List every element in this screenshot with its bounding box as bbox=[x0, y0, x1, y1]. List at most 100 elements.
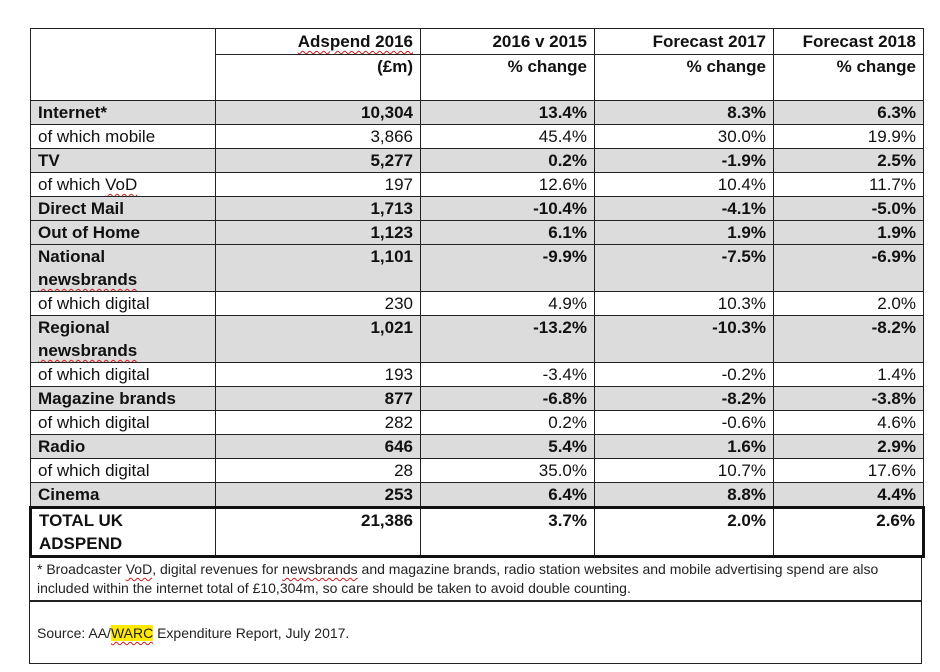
cell-adspend: 197 bbox=[215, 172, 421, 197]
total-label: TOTAL UK ADSPEND bbox=[29, 506, 216, 558]
header-unit-gbp-m: (£m) bbox=[215, 54, 421, 101]
table-row-out-of-home: Out of Home 1,123 6.1% 1.9% 1.9% bbox=[30, 220, 924, 245]
cell-2018-forecast: 17.6% bbox=[773, 458, 924, 483]
cell-2018-forecast: 4.6% bbox=[773, 410, 924, 435]
cell-2018-forecast: 4.4% bbox=[773, 482, 924, 508]
row-label: TV bbox=[30, 148, 216, 173]
header-forecast-2018: Forecast 2018 bbox=[773, 28, 924, 55]
table-row-radio: Radio 646 5.4% 1.6% 2.9% bbox=[30, 434, 924, 459]
cell-2017-forecast: -4.1% bbox=[594, 196, 774, 221]
row-label: Cinema bbox=[30, 482, 216, 508]
cell-2017-forecast: -7.5% bbox=[594, 244, 774, 292]
total-2018-forecast: 2.6% bbox=[773, 506, 925, 558]
cell-adspend: 28 bbox=[215, 458, 421, 483]
cell-2018-forecast: 1.9% bbox=[773, 220, 924, 245]
cell-2017-forecast: -0.6% bbox=[594, 410, 774, 435]
cell-2018-forecast: 6.3% bbox=[773, 100, 924, 125]
cell-2018-forecast: -8.2% bbox=[773, 315, 924, 363]
cell-2016-change: -13.2% bbox=[420, 315, 595, 363]
cell-adspend: 646 bbox=[215, 434, 421, 459]
cell-2018-forecast: -3.8% bbox=[773, 386, 924, 411]
cell-2016-change: 6.1% bbox=[420, 220, 595, 245]
header-row-2: (£m) % change % change % change bbox=[31, 54, 924, 101]
table-row-internet: Internet* 10,304 13.4% 8.3% 6.3% bbox=[30, 100, 924, 125]
cell-2016-change: 13.4% bbox=[420, 100, 595, 125]
cell-adspend: 1,123 bbox=[215, 220, 421, 245]
row-label: of which VoD bbox=[30, 172, 216, 197]
header-forecast-2017: Forecast 2017 bbox=[594, 28, 774, 55]
cell-2017-forecast: -1.9% bbox=[594, 148, 774, 173]
cell-adspend: 877 bbox=[215, 386, 421, 411]
total-adspend: 21,386 bbox=[215, 506, 421, 558]
table-row-magazine-brands: Magazine brands 877 -6.8% -8.2% -3.8% bbox=[30, 386, 924, 411]
cell-2017-forecast: 30.0% bbox=[594, 124, 774, 149]
cell-2017-forecast: 8.8% bbox=[594, 482, 774, 508]
row-label: of which digital bbox=[30, 362, 216, 387]
row-label: of which mobile bbox=[30, 124, 216, 149]
cell-adspend: 10,304 bbox=[215, 100, 421, 125]
cell-adspend: 193 bbox=[215, 362, 421, 387]
cell-adspend: 5,277 bbox=[215, 148, 421, 173]
table-row-regional-newsbrands: Regional newsbrands 1,021 -13.2% -10.3% -… bbox=[30, 315, 924, 363]
cell-adspend: 1,713 bbox=[215, 196, 421, 221]
header-pct-change-3: % change bbox=[773, 54, 924, 101]
footnote: * Broadcaster VoD, digital revenues for … bbox=[29, 558, 922, 601]
cell-2017-forecast: 10.4% bbox=[594, 172, 774, 197]
cell-2016-change: 35.0% bbox=[420, 458, 595, 483]
cell-2018-forecast: 2.9% bbox=[773, 434, 924, 459]
total-2017-forecast: 2.0% bbox=[594, 506, 774, 558]
table-row-magazine-digital: of which digital 282 0.2% -0.6% 4.6% bbox=[30, 410, 924, 435]
cell-2016-change: -6.8% bbox=[420, 386, 595, 411]
adspend-table: Adspend 2016 2016 v 2015 Forecast 2017 F… bbox=[29, 28, 925, 558]
cell-2017-forecast: 1.6% bbox=[594, 434, 774, 459]
header-pct-change-2: % change bbox=[594, 54, 774, 101]
cell-2018-forecast: 2.0% bbox=[773, 291, 924, 316]
highlighted-warc: WARC bbox=[110, 625, 154, 641]
row-label: Direct Mail bbox=[30, 196, 216, 221]
row-label: Regional newsbrands bbox=[30, 315, 216, 363]
cell-adspend: 253 bbox=[215, 482, 421, 508]
cell-2016-change: 0.2% bbox=[420, 410, 595, 435]
cell-2017-forecast: 10.3% bbox=[594, 291, 774, 316]
table-row-radio-digital: of which digital 28 35.0% 10.7% 17.6% bbox=[30, 458, 924, 483]
cell-2017-forecast: 1.9% bbox=[594, 220, 774, 245]
header-adspend-2016: Adspend 2016 bbox=[215, 28, 421, 55]
row-label: Out of Home bbox=[30, 220, 216, 245]
cell-2016-change: 5.4% bbox=[420, 434, 595, 459]
cell-2017-forecast: -0.2% bbox=[594, 362, 774, 387]
row-label: Internet* bbox=[30, 100, 216, 125]
header-pct-change-1: % change bbox=[420, 54, 595, 101]
cell-2018-forecast: 2.5% bbox=[773, 148, 924, 173]
cell-2016-change: 0.2% bbox=[420, 148, 595, 173]
table-row-regional-digital: of which digital 193 -3.4% -0.2% 1.4% bbox=[30, 362, 924, 387]
row-label: Radio bbox=[30, 434, 216, 459]
table-row-total: TOTAL UK ADSPEND 21,386 3.7% 2.0% 2.6% bbox=[29, 506, 925, 558]
cell-2017-forecast: -8.2% bbox=[594, 386, 774, 411]
total-2016-change: 3.7% bbox=[420, 506, 595, 558]
row-label: National newsbrands bbox=[30, 244, 216, 292]
table-row-cinema: Cinema 253 6.4% 8.8% 4.4% bbox=[30, 482, 924, 508]
header-row-1: Adspend 2016 2016 v 2015 Forecast 2017 F… bbox=[30, 28, 924, 101]
table-row-mobile: of which mobile 3,866 45.4% 30.0% 19.9% bbox=[30, 124, 924, 149]
cell-2017-forecast: 8.3% bbox=[594, 100, 774, 125]
source-note: Source: AA/WARC Expenditure Report, July… bbox=[29, 601, 922, 664]
cell-2018-forecast: -5.0% bbox=[773, 196, 924, 221]
cell-2017-forecast: -10.3% bbox=[594, 315, 774, 363]
cell-2016-change: -9.9% bbox=[420, 244, 595, 292]
cell-adspend: 282 bbox=[215, 410, 421, 435]
header-2016-v-2015: 2016 v 2015 bbox=[420, 28, 595, 55]
cell-2016-change: -10.4% bbox=[420, 196, 595, 221]
cell-adspend: 230 bbox=[215, 291, 421, 316]
cell-2018-forecast: 1.4% bbox=[773, 362, 924, 387]
cell-adspend: 1,021 bbox=[215, 315, 421, 363]
cell-2018-forecast: 19.9% bbox=[773, 124, 924, 149]
row-label: of which digital bbox=[30, 291, 216, 316]
adspend-document: Adspend 2016 2016 v 2015 Forecast 2017 F… bbox=[29, 28, 925, 664]
cell-adspend: 3,866 bbox=[215, 124, 421, 149]
cell-2016-change: -3.4% bbox=[420, 362, 595, 387]
cell-2016-change: 12.6% bbox=[420, 172, 595, 197]
row-label: of which digital bbox=[30, 458, 216, 483]
table-row-national-digital: of which digital 230 4.9% 10.3% 2.0% bbox=[30, 291, 924, 316]
cell-2018-forecast: -6.9% bbox=[773, 244, 924, 292]
table-row-vod: of which VoD 197 12.6% 10.4% 11.7% bbox=[30, 172, 924, 197]
